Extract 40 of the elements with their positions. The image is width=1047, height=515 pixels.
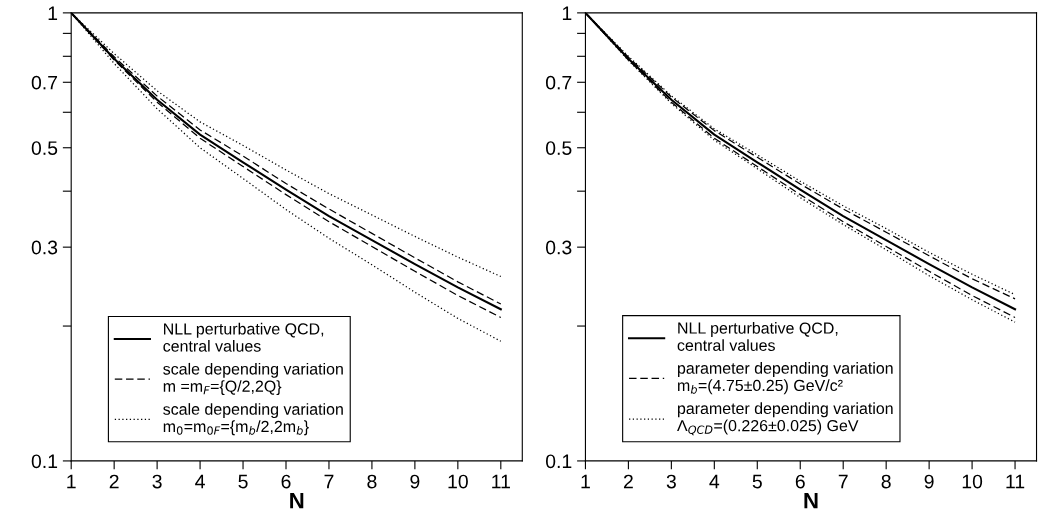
- legend-label: parameter depending variation Λ$_{QCD}$=(0.226±0.025) GeV: [677, 402, 893, 436]
- y-tick-label: 0.7: [31, 75, 58, 90]
- x-tick-label: 9: [924, 474, 934, 489]
- x-tick-label: 7: [324, 474, 334, 489]
- y-tick-label: 0.1: [31, 454, 58, 469]
- y-tick-label: 0.5: [31, 141, 58, 155]
- x-tick-label: 2: [623, 474, 633, 489]
- x-tick-label: 9: [410, 474, 420, 489]
- text: scale depending variation m$_{0}$=m$_{0F}$={m$_{b}$/2,2m$_{b}$}: [163, 403, 343, 436]
- y-tick-label: 0.5: [545, 141, 572, 155]
- legend-label: parameter depending variation m$_{b}$=(4.75±0.25) GeV/c²: [677, 362, 893, 395]
- x-tick-label: 4: [709, 474, 720, 489]
- y-tick-label: 1: [48, 6, 58, 20]
- x-tick-label: 11: [492, 474, 510, 489]
- x-tick-label: 11: [1006, 474, 1025, 489]
- y-tick-label: 0.1: [545, 454, 572, 469]
- x-tick-label: 5: [238, 474, 248, 489]
- x-axis-title: N: [804, 493, 818, 509]
- x-tick-label: 8: [367, 474, 377, 489]
- x-axis-title: N: [290, 493, 304, 509]
- legend-label: NLL perturbative QCD, central values: [163, 322, 324, 352]
- legend-label: scale depending variation m =m$_{F}$={Q/2,2Q}: [163, 362, 343, 396]
- x-tick-label: 1: [67, 474, 76, 489]
- x-tick-label: 1: [581, 474, 590, 489]
- x-tick-label: 3: [666, 474, 676, 489]
- x-tick-label: 10: [448, 474, 468, 489]
- x-tick-label: 6: [281, 474, 291, 489]
- x-tick-label: 10: [962, 474, 983, 489]
- x-tick-label: 5: [752, 474, 762, 489]
- x-tick-label: 7: [838, 474, 848, 489]
- x-tick-label: 2: [109, 474, 119, 489]
- y-tick-label: 1: [562, 6, 572, 20]
- legend-label: NLL perturbative QCD, central values: [677, 322, 838, 351]
- y-tick-label: 0.3: [31, 240, 58, 255]
- x-tick-label: 3: [152, 474, 162, 489]
- x-tick-label: 4: [195, 474, 205, 489]
- x-tick-label: 8: [881, 474, 891, 489]
- x-tick-label: 6: [795, 474, 805, 489]
- y-tick-label: 0.3: [545, 240, 572, 255]
- y-tick-label: 0.7: [545, 75, 572, 90]
